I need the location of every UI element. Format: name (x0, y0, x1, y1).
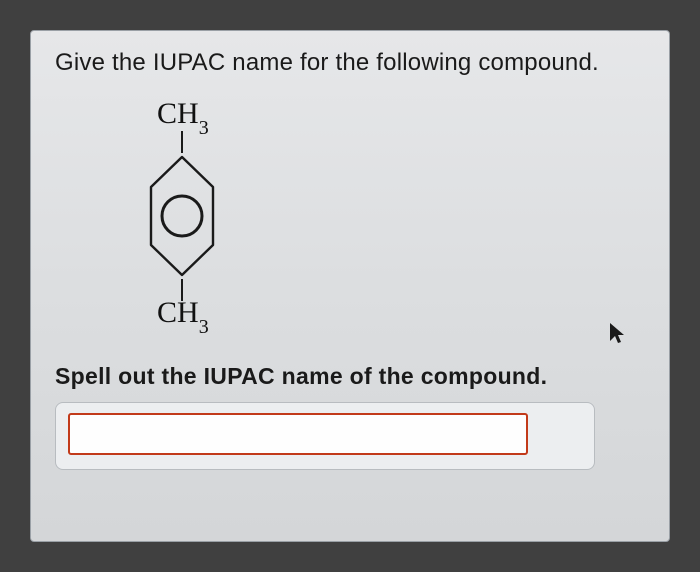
cursor-icon (607, 321, 627, 347)
answer-input[interactable] (68, 413, 528, 455)
top-bond (181, 131, 183, 153)
top-sub: 3 (199, 117, 209, 139)
top-ch: CH (157, 97, 199, 130)
chemical-structure: CH3 CH3 (133, 97, 273, 335)
bot-ch: CH (157, 296, 199, 329)
question-panel: Give the IUPAC name for the following co… (30, 30, 670, 542)
bot-sub: 3 (199, 316, 209, 338)
question-text: Give the IUPAC name for the following co… (55, 49, 645, 77)
hexagon (151, 157, 213, 275)
ring-svg (147, 153, 217, 279)
inner-circle (162, 196, 202, 236)
benzene-ring (147, 153, 217, 279)
answer-prompt: Spell out the IUPAC name of the compound… (55, 363, 645, 390)
answer-container (55, 402, 595, 470)
bottom-substituent-label: CH3 (157, 296, 209, 335)
